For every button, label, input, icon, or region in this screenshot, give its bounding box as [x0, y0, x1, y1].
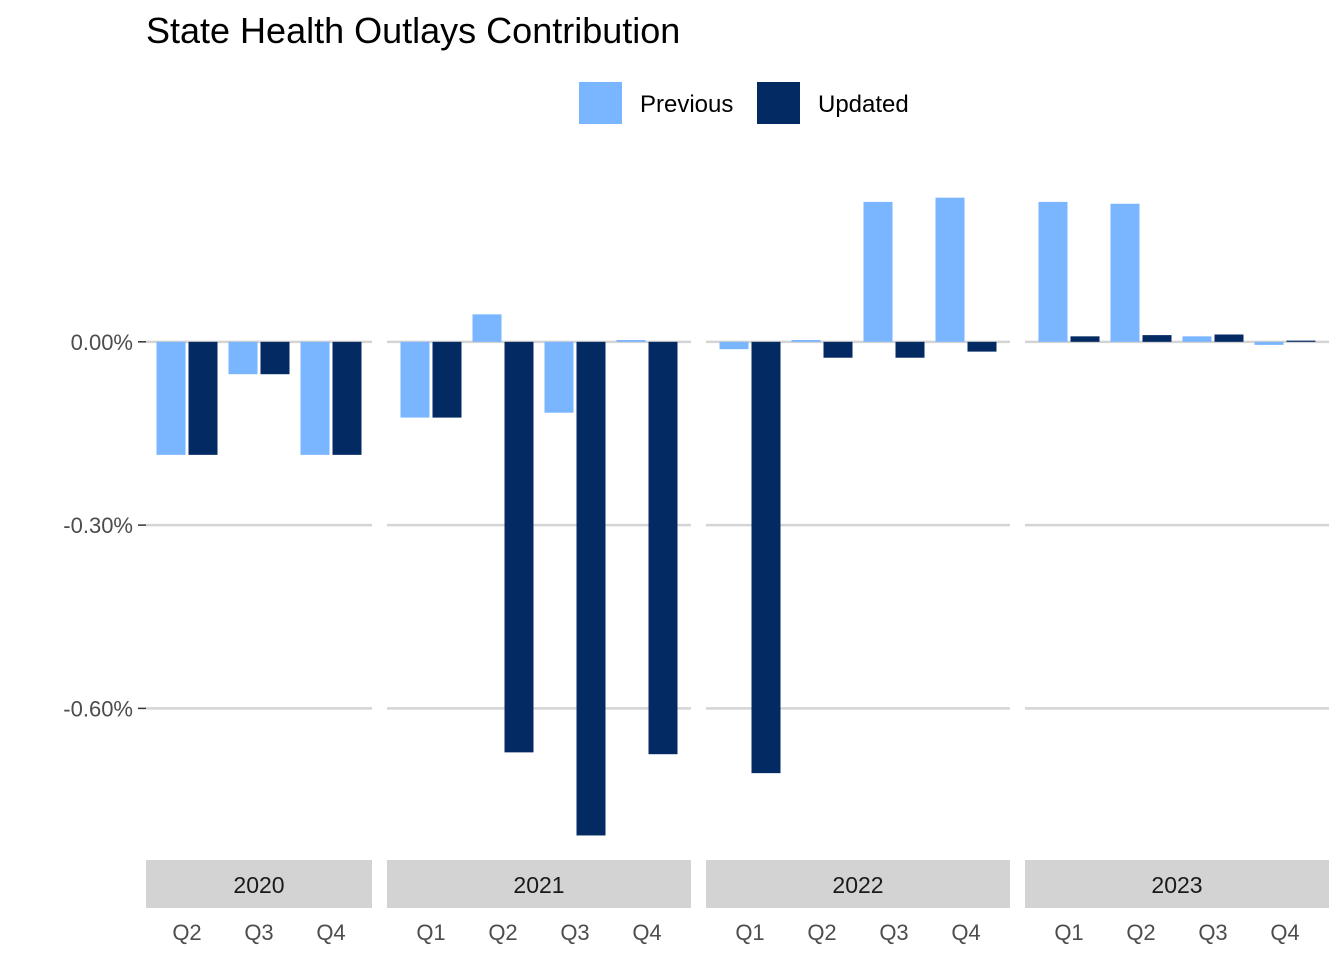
bar-previous-2021-q3 [544, 341, 574, 413]
facet-strip-label: 2023 [1151, 872, 1202, 898]
panel-2020: Q2 Q3 Q4 2020 [146, 340, 372, 945]
legend-item-previous: Previous [579, 82, 733, 124]
facet-strip-label: 2021 [513, 872, 564, 898]
x-tick-label: Q4 [316, 920, 345, 945]
bar-previous-2022-q2 [791, 340, 821, 342]
legend-key-previous [579, 82, 622, 124]
bar-previous-2023-q4 [1254, 341, 1284, 345]
legend-key-updated [757, 82, 800, 124]
bar-updated-2020-q2 [188, 341, 218, 455]
x-tick-label: Q4 [1270, 920, 1299, 945]
bar-updated-2023-q1 [1070, 336, 1100, 342]
x-tick-label: Q2 [807, 920, 836, 945]
x-tick-label: Q4 [951, 920, 980, 945]
bar-updated-2021-q2 [504, 341, 534, 753]
x-tick-label: Q4 [632, 920, 661, 945]
x-tick-label: Q2 [488, 920, 517, 945]
x-tick-label: Q3 [1198, 920, 1227, 945]
bar-previous-2021-q1 [400, 341, 430, 418]
bar-previous-2021-q2 [472, 314, 502, 342]
bar-updated-2022-q1 [751, 341, 781, 774]
facet-strip [146, 860, 372, 908]
x-tick-label: Q3 [879, 920, 908, 945]
y-axis: 0.00% -0.30% -0.60% [63, 330, 146, 721]
bar-updated-2022-q4 [967, 341, 997, 352]
bar-previous-2020-q4 [300, 341, 330, 455]
bar-previous-2022-q1 [719, 341, 749, 350]
bar-updated-2023-q4 [1286, 340, 1316, 342]
y-tick-label: 0.00% [71, 330, 133, 355]
panel-2022: Q1 Q2 Q3 Q4 2022 [706, 197, 1010, 945]
x-tick-label: Q1 [416, 920, 445, 945]
x-tick-label: Q2 [1126, 920, 1155, 945]
bar-updated-2021-q1 [432, 341, 462, 418]
bar-previous-2022-q4 [935, 197, 965, 342]
bar-previous-2021-q4 [616, 340, 646, 342]
bar-previous-2023-q3 [1182, 336, 1212, 342]
x-tick-label: Q2 [172, 920, 201, 945]
bar-updated-2022-q3 [895, 341, 925, 358]
bar-updated-2023-q2 [1142, 335, 1172, 342]
facet-strip-label: 2020 [233, 872, 284, 898]
facet-strip [1025, 860, 1329, 908]
bar-previous-2023-q1 [1038, 201, 1068, 342]
legend-item-updated: Updated [757, 82, 909, 124]
x-tick-label: Q1 [735, 920, 764, 945]
bar-updated-2023-q3 [1214, 334, 1244, 342]
legend-label-updated: Updated [818, 91, 909, 118]
facet-panels: Q2 Q3 Q4 2020 Q1 Q2 Q3 Q4 2021 Q1 Q2 Q3 Q4 2022 Q1 Q2 Q3… [146, 197, 1329, 945]
x-tick-label: Q1 [1054, 920, 1083, 945]
bar-updated-2021-q4 [648, 341, 678, 755]
y-tick-label: -0.60% [63, 696, 133, 721]
legend-label-previous: Previous [640, 91, 733, 118]
bar-updated-2021-q3 [576, 341, 606, 836]
panel-2021: Q1 Q2 Q3 Q4 2021 [387, 314, 691, 945]
bar-updated-2020-q4 [332, 341, 362, 455]
facet-strip-label: 2022 [832, 872, 883, 898]
x-tick-label: Q3 [560, 920, 589, 945]
bar-updated-2020-q3 [260, 341, 290, 375]
bar-previous-2020-q3 [228, 341, 258, 375]
facet-strip [387, 860, 691, 908]
chart-title: State Health Outlays Contribution [146, 10, 680, 51]
y-tick-label: -0.30% [63, 513, 133, 538]
bar-previous-2020-q2 [156, 341, 186, 455]
panel-2023: Q1 Q2 Q3 Q4 2023 [1025, 201, 1329, 945]
bar-updated-2022-q2 [823, 341, 853, 358]
facet-strip [706, 860, 1010, 908]
x-tick-label: Q3 [244, 920, 273, 945]
bar-previous-2023-q2 [1110, 203, 1140, 342]
bar-previous-2022-q3 [863, 201, 893, 342]
legend: Previous Updated [579, 82, 909, 124]
